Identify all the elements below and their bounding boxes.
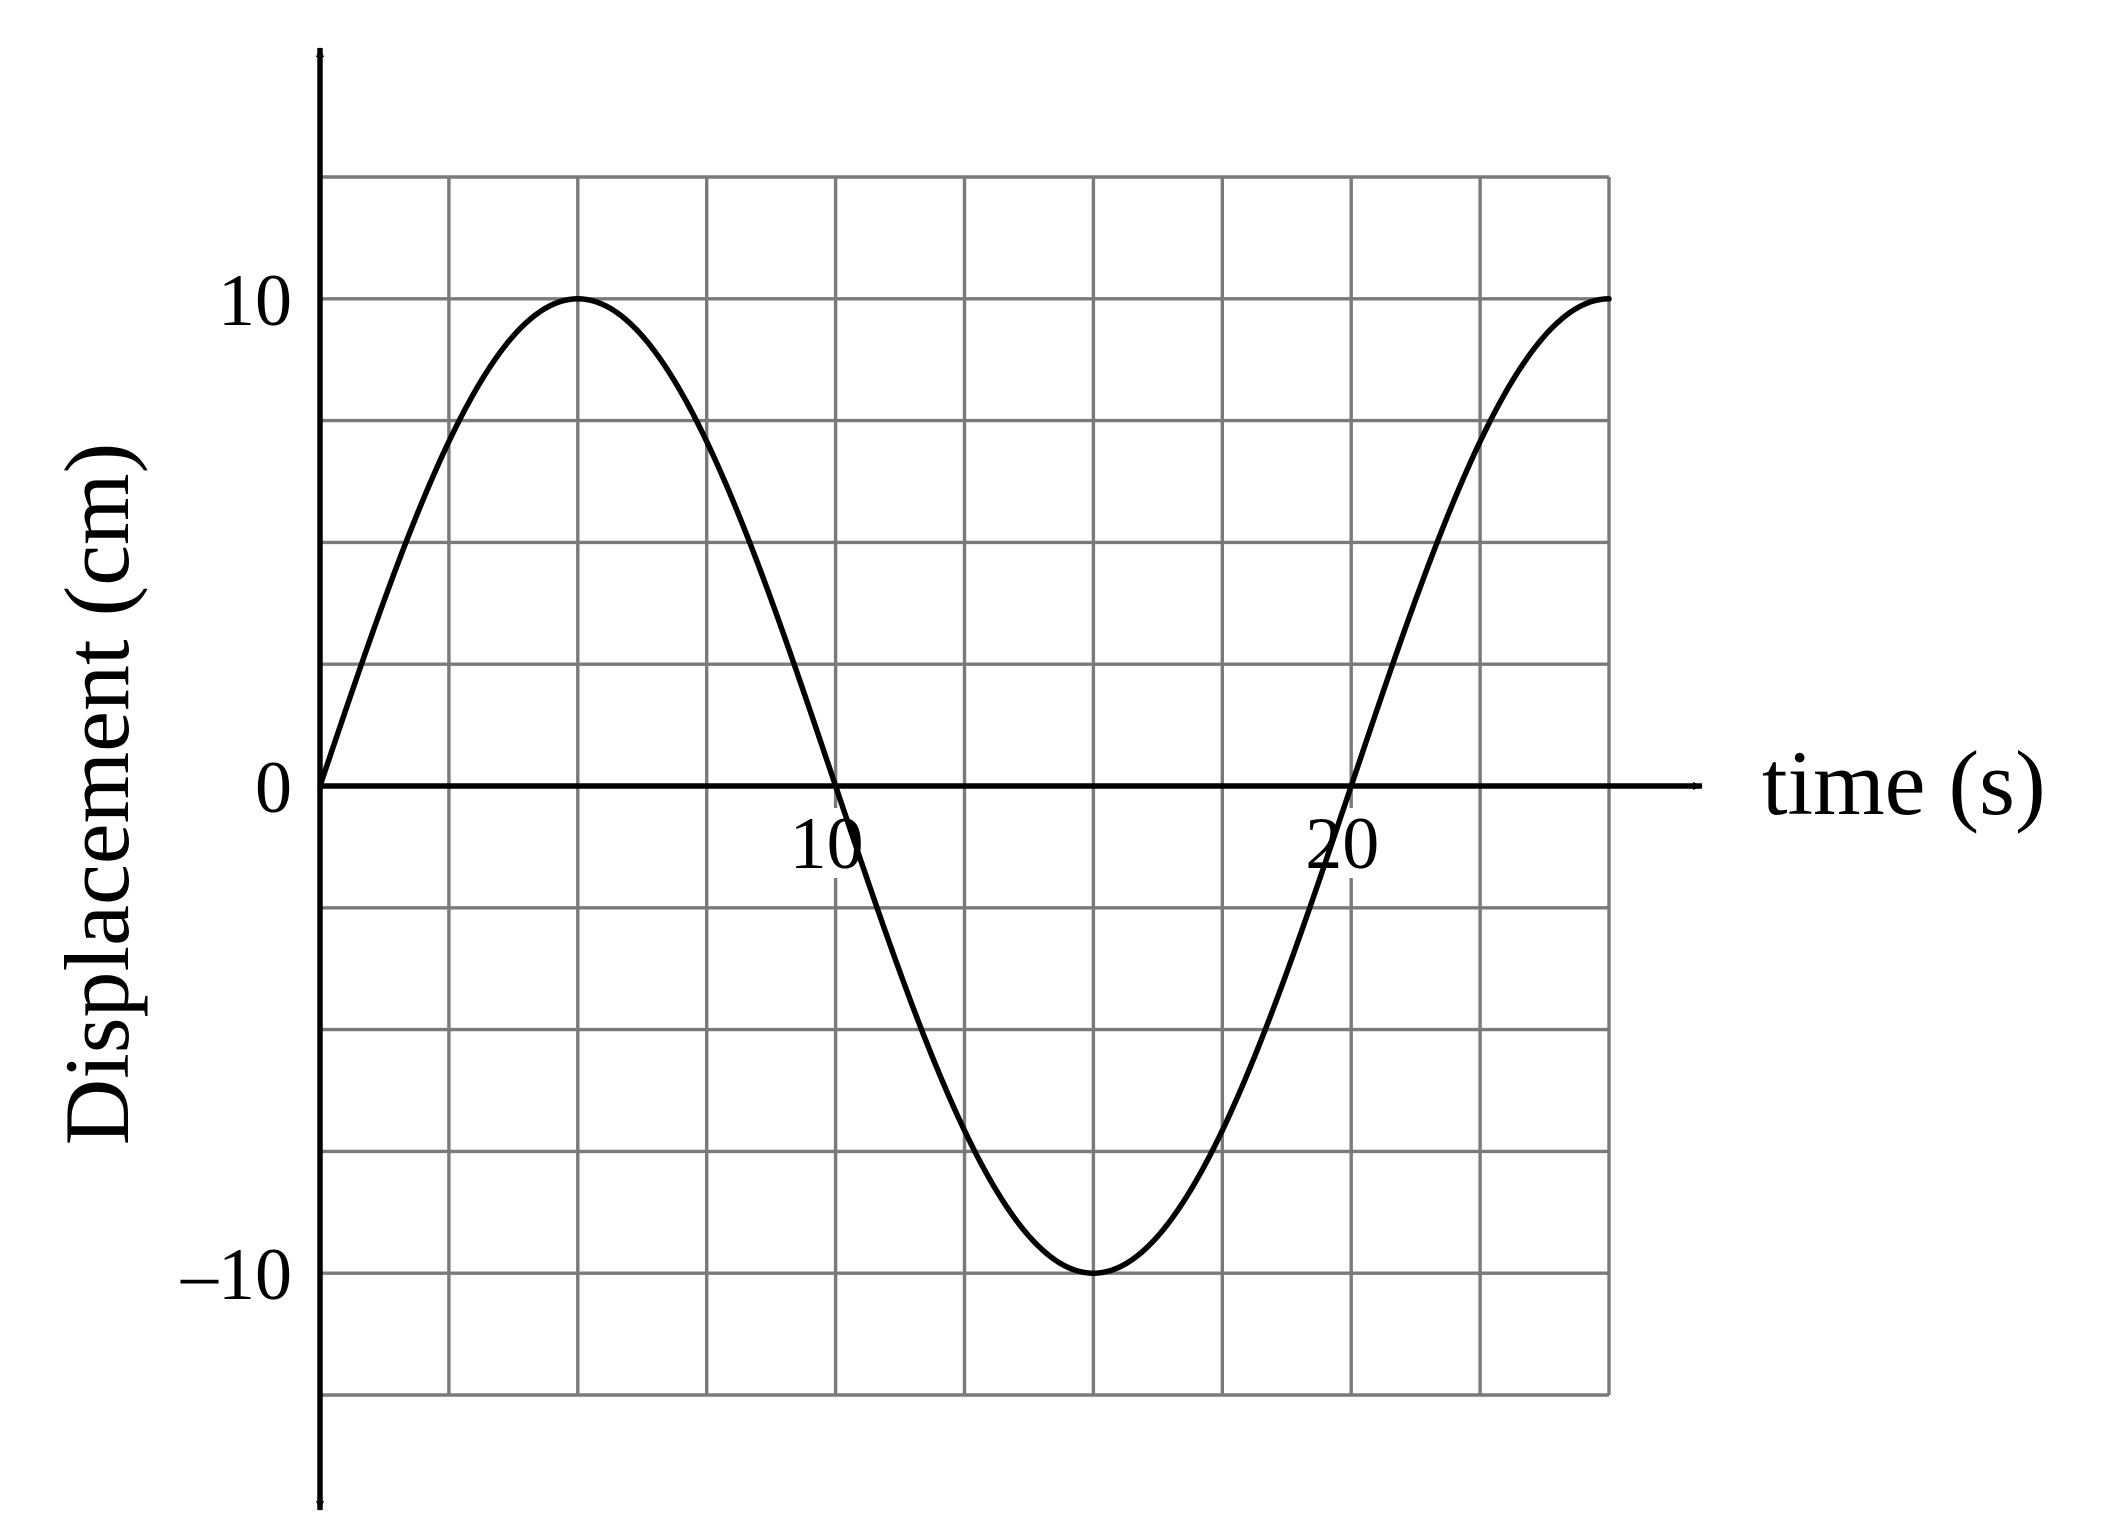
grid — [318, 175, 1611, 1397]
chart-text: 10 20 10 0 –10 time (s) Displacement (cm) — [46, 260, 2046, 1316]
y-tick-label: –10 — [180, 1234, 292, 1316]
data-series — [317, 296, 1612, 1276]
x-tick-label: 10 — [790, 803, 864, 885]
x-tick-label: 20 — [1305, 803, 1379, 885]
y-axis-label: Displacement (cm) — [46, 443, 148, 1146]
x-tick-label-background — [1265, 808, 1438, 878]
y-tick-label: 10 — [218, 260, 292, 342]
tick-label-backgrounds — [749, 808, 1438, 878]
x-axis-label: time (s) — [1762, 732, 2046, 834]
axes — [316, 47, 1703, 1511]
y-tick-label: 0 — [255, 747, 292, 829]
series-line — [317, 296, 1612, 1276]
x-tick-label-background — [749, 808, 922, 878]
